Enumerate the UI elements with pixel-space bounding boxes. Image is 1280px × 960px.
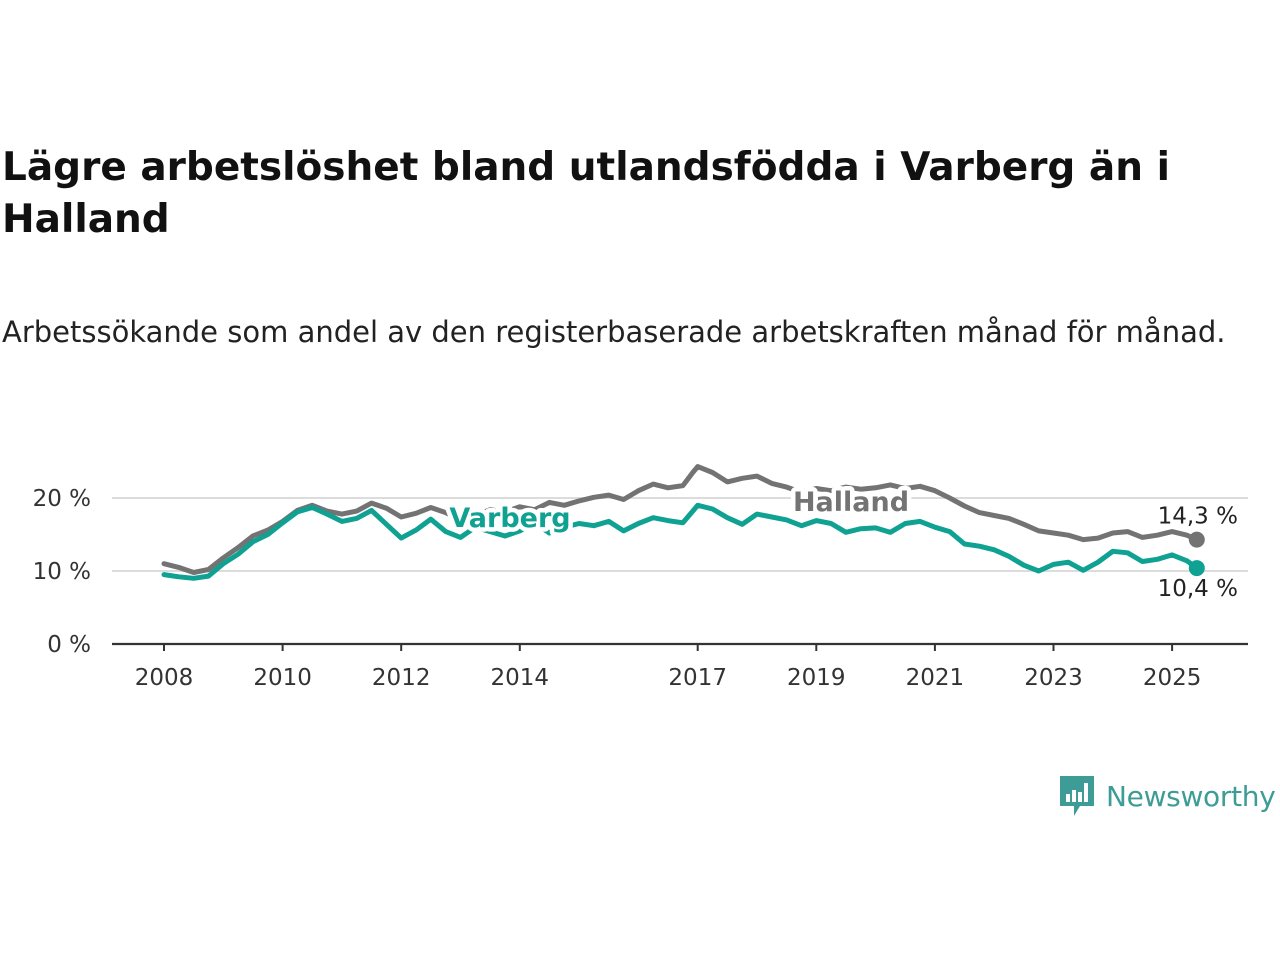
x-tick-label: 2023	[1024, 665, 1083, 691]
brand-name: Newsworthy	[1106, 779, 1276, 813]
y-tick-label: 10 %	[33, 559, 91, 585]
series-line-varberg	[161, 502, 1200, 581]
x-tick-label: 2019	[787, 665, 846, 691]
end-label-varberg: 10,4 %	[1158, 576, 1238, 602]
y-tick-label: 0 %	[47, 632, 91, 658]
bar-chart-icon	[1060, 776, 1094, 816]
x-tick-label: 2014	[491, 665, 550, 691]
x-tick-label: 2025	[1143, 665, 1202, 691]
line-chart: 0 % 10 % 20 % 2008 2010 2012 2014 2017 2019 2021 2…	[33, 464, 1248, 691]
series-label-varberg: Varberg	[449, 503, 570, 534]
newsworthy-logo[interactable]: Newsworthy	[1058, 774, 1276, 818]
x-tick-label: 2010	[253, 665, 312, 691]
end-point-halland	[1188, 531, 1205, 548]
x-tick-label: 2008	[135, 665, 194, 691]
series-label-halo: Halland	[793, 487, 909, 518]
grid-lines	[112, 497, 1248, 572]
axes: 0 % 10 % 20 % 2008 2010 2012 2014 2017 2019 2021 2…	[33, 486, 1248, 691]
x-tick-label: 2017	[668, 665, 727, 691]
y-tick-label: 20 %	[33, 486, 91, 512]
chart-title: Lägre arbetslöshet bland utlandsfödda i …	[2, 145, 1170, 242]
x-tick-label: 2012	[372, 665, 431, 691]
series-line-halland	[161, 464, 1200, 575]
end-label-halland: 14,3 %	[1158, 504, 1238, 530]
chart-subtitle: Arbetssökande som andel av den registerb…	[2, 315, 1226, 349]
series-label-halland: Halland	[793, 487, 909, 518]
x-tick-label: 2021	[906, 665, 965, 691]
series-label-halo: Varberg	[449, 503, 570, 534]
end-point-varberg	[1188, 560, 1205, 577]
series-lines	[161, 464, 1205, 581]
